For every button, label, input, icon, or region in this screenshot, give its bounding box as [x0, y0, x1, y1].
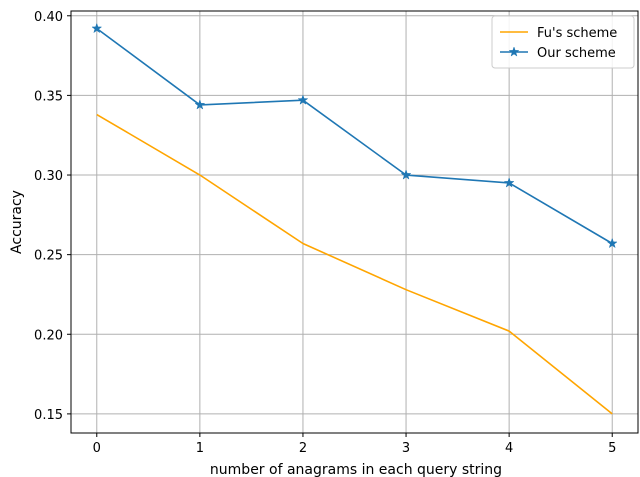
x-axis-label: number of anagrams in each query string	[210, 462, 502, 477]
y-axis-ticks: 0.15 0.20 0.25 0.30 0.35 0.40	[34, 10, 71, 423]
data-point-our-scheme	[91, 22, 103, 34]
x-tick-label: 0	[93, 441, 101, 456]
y-tick-label: 0.30	[34, 169, 63, 184]
y-tick-label: 0.20	[34, 328, 63, 343]
series-group	[91, 22, 618, 415]
y-tick-label: 0.25	[34, 249, 63, 264]
series-line-fu-s-scheme	[96, 113, 613, 415]
y-axis-label: Accuracy	[9, 190, 25, 254]
legend: Fu's scheme Our scheme	[491, 15, 635, 69]
series-line-our-scheme	[96, 27, 613, 245]
x-tick-label: 1	[196, 441, 204, 456]
legend-label-fu-s-scheme: Fu's scheme	[537, 26, 617, 41]
legend-marker-our-scheme	[508, 46, 520, 57]
y-tick-label: 0.40	[34, 10, 63, 25]
legend-box	[491, 15, 635, 69]
data-point-our-scheme	[194, 99, 206, 110]
x-axis-ticks: 0 1 2 3 4 5	[93, 433, 616, 456]
x-tick-label: 4	[505, 441, 513, 456]
x-tick-label: 5	[608, 441, 616, 456]
data-point-our-scheme	[503, 177, 515, 188]
legend-label-our-scheme: Our scheme	[537, 46, 616, 61]
data-point-our-scheme	[400, 169, 412, 180]
data-point-our-scheme	[297, 94, 309, 105]
y-tick-label: 0.35	[34, 89, 63, 104]
x-tick-label: 2	[299, 441, 307, 456]
grid-lines	[71, 11, 638, 433]
y-tick-label: 0.15	[34, 408, 63, 423]
data-point-our-scheme	[606, 237, 618, 249]
plot-area-frame	[70, 10, 639, 434]
x-tick-label: 3	[402, 441, 410, 456]
